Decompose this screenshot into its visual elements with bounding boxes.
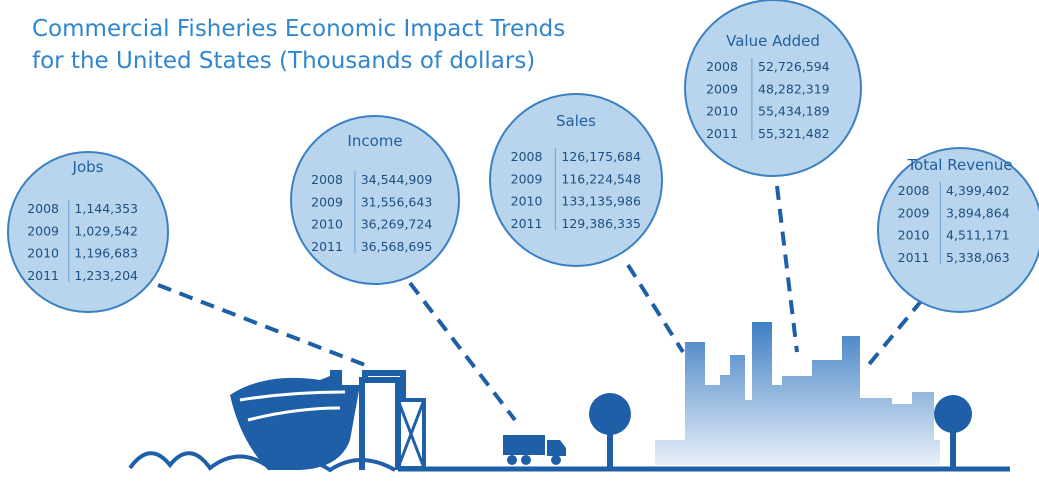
- bubble-title: Income: [347, 132, 402, 150]
- row-year: 2010: [511, 194, 543, 209]
- row-value: 52,726,594: [758, 59, 830, 74]
- row-value: 36,568,695: [361, 239, 433, 254]
- row-year: 2009: [511, 171, 543, 186]
- row-value: 48,282,319: [758, 81, 830, 96]
- row-value: 4,399,402: [946, 183, 1010, 198]
- row-year: 2008: [706, 59, 738, 74]
- row-value: 1,196,683: [74, 246, 138, 261]
- row-year: 2009: [27, 223, 59, 238]
- title-line: for the United States (Thousands of doll…: [32, 48, 535, 74]
- row-year: 2009: [898, 205, 930, 220]
- bubble: [489, 93, 663, 267]
- row-value: 129,386,335: [561, 216, 641, 231]
- row-value: 55,321,482: [758, 126, 830, 141]
- row-year: 2011: [898, 250, 930, 265]
- row-year: 2009: [706, 81, 738, 96]
- row-value: 36,269,724: [361, 217, 433, 232]
- scene: [128, 322, 1010, 473]
- row-year: 2010: [311, 217, 343, 232]
- connectors: [157, 185, 924, 422]
- bubble-title: Jobs: [72, 158, 104, 176]
- row-year: 2008: [511, 149, 543, 164]
- row-value: 133,135,986: [561, 194, 641, 209]
- bubble: [877, 147, 1039, 313]
- row-year: 2008: [898, 183, 930, 198]
- row-value: 55,434,189: [758, 104, 830, 119]
- bubble: [290, 115, 460, 285]
- row-year: 2010: [27, 246, 59, 261]
- row-value: 5,338,063: [946, 250, 1010, 265]
- row-year: 2011: [311, 239, 343, 254]
- row-value: 34,544,909: [361, 172, 433, 187]
- bubble: [684, 0, 862, 177]
- bubble: [7, 151, 169, 313]
- row-year: 2010: [898, 228, 930, 243]
- row-value: 126,175,684: [561, 149, 641, 164]
- row-year: 2010: [706, 104, 738, 119]
- row-year: 2011: [27, 268, 59, 283]
- row-year: 2008: [27, 201, 59, 216]
- row-year: 2009: [311, 194, 343, 209]
- row-year: 2011: [706, 126, 738, 141]
- bubble-title: Sales: [556, 112, 596, 130]
- row-value: 1,233,204: [74, 268, 138, 283]
- row-year: 2008: [311, 172, 343, 187]
- bubble-title: Total Revenue: [906, 156, 1012, 174]
- row-year: 2011: [511, 216, 543, 231]
- row-value: 3,894,864: [946, 205, 1010, 220]
- row-value: 1,029,542: [74, 223, 138, 238]
- row-value: 1,144,353: [74, 201, 138, 216]
- bubble-title: Value Added: [726, 32, 820, 50]
- row-value: 116,224,548: [561, 171, 641, 186]
- row-value: 31,556,643: [361, 194, 433, 209]
- title-line: Commercial Fisheries Economic Impact Tre…: [32, 16, 565, 42]
- row-value: 4,511,171: [946, 228, 1010, 243]
- bubbles: Jobs 2008 1,144,353 2009 1,029,542 2010 1,196,…: [7, 0, 1039, 313]
